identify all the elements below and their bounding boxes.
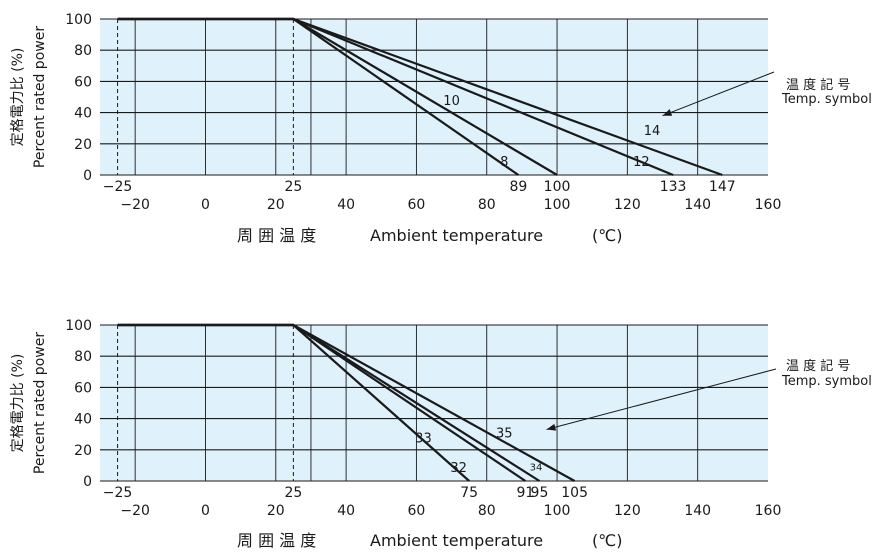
x-breakpoint-label: −25 — [103, 485, 133, 501]
x-tick-label: −20 — [120, 503, 150, 519]
x-tick-label: 0 — [201, 503, 210, 519]
x-breakpoint-label: 89 — [509, 179, 527, 195]
x-tick-label: 60 — [408, 503, 426, 519]
x-tick-label: 140 — [684, 197, 711, 213]
y-tick-label: 60 — [74, 74, 92, 90]
y-axis-label-jp: 定格電力比 (%) — [10, 48, 26, 147]
temp-symbol-label: Temp. symbol — [781, 374, 872, 389]
y-axis-label: Percent rated power — [32, 26, 48, 168]
symbol-arrow-line — [546, 368, 777, 431]
x-axis-unit: (℃) — [592, 531, 622, 550]
x-tick-label: 20 — [267, 197, 285, 213]
y-axis-label-jp: 定格電力比 (%) — [10, 354, 26, 453]
x-tick-label: 120 — [614, 197, 641, 213]
x-tick-label: 100 — [544, 197, 571, 213]
x-breakpoint-label: 95 — [531, 485, 549, 501]
x-breakpoint-label: −25 — [103, 179, 133, 195]
y-tick-label: 0 — [83, 474, 92, 490]
series-label-12: 12 — [633, 155, 650, 170]
series-label-33: 33 — [415, 431, 432, 446]
x-axis-label-jp: 周 囲 温 度 — [237, 226, 316, 245]
temp-symbol-label-jp: 温 度 記 号 — [786, 358, 850, 374]
x-tick-label: 160 — [755, 197, 782, 213]
temp-symbol-label: Temp. symbol — [781, 92, 872, 107]
x-tick-label: 60 — [408, 197, 426, 213]
x-tick-label: 40 — [337, 503, 355, 519]
x-axis-label: Ambient temperature — [370, 226, 543, 245]
chart-1: 0 20 40 60 80 100 −20 0 20 40 60 80 100 120 140 160 −25 2… — [10, 12, 872, 245]
x-breakpoint-label: 100 — [544, 179, 571, 195]
series-label-34: 34 — [530, 462, 543, 473]
x-axis-label: Ambient temperature — [370, 531, 543, 550]
y-tick-label: 40 — [74, 106, 92, 122]
y-tick-label: 20 — [74, 137, 92, 153]
y-tick-label: 100 — [65, 12, 92, 28]
x-tick-label: 20 — [267, 503, 285, 519]
x-tick-label: −20 — [120, 197, 150, 213]
series-label-8: 8 — [500, 155, 508, 170]
x-tick-label: 100 — [544, 503, 571, 519]
y-axis-label: Percent rated power — [32, 332, 48, 474]
chart-2: 0 20 40 60 80 100 −20 0 20 40 60 80 100 120 140 160 −25 2… — [10, 318, 872, 550]
y-tick-label: 80 — [74, 43, 92, 59]
x-tick-label: 120 — [614, 503, 641, 519]
symbol-arrow-head — [546, 423, 557, 431]
x-breakpoint-label: 75 — [460, 485, 478, 501]
symbol-arrow-line — [662, 71, 775, 117]
x-tick-label: 80 — [478, 503, 496, 519]
symbol-arrow-head — [662, 109, 673, 116]
series-label-35: 35 — [496, 427, 513, 442]
series-label-14: 14 — [644, 124, 661, 139]
x-breakpoint-label: 133 — [660, 179, 687, 195]
y-tick-label: 20 — [74, 443, 92, 459]
x-axis-unit: (℃) — [592, 226, 622, 245]
series-line-14 — [117, 17, 723, 177]
x-tick-label: 140 — [684, 503, 711, 519]
y-tick-label: 80 — [74, 349, 92, 365]
x-breakpoint-label: 91 — [516, 485, 534, 501]
x-tick-label: 160 — [755, 503, 782, 519]
x-tick-label: 0 — [201, 197, 210, 213]
series-line-35 — [117, 323, 576, 482]
series-label-32: 32 — [450, 461, 467, 476]
series-label-10: 10 — [443, 94, 460, 109]
plot-area — [100, 19, 768, 175]
x-tick-label: 40 — [337, 197, 355, 213]
y-tick-label: 40 — [74, 412, 92, 428]
x-axis-label-jp: 周 囲 温 度 — [237, 531, 316, 550]
x-tick-label: 80 — [478, 197, 496, 213]
y-tick-label: 100 — [65, 318, 92, 334]
x-breakpoint-label: 105 — [561, 485, 588, 501]
x-breakpoint-label: 25 — [284, 179, 302, 195]
y-tick-label: 0 — [83, 168, 92, 184]
x-breakpoint-label: 25 — [284, 485, 302, 501]
y-tick-label: 60 — [74, 380, 92, 396]
x-breakpoint-label: 147 — [709, 179, 736, 195]
temp-symbol-label-jp: 温 度 記 号 — [786, 77, 850, 93]
